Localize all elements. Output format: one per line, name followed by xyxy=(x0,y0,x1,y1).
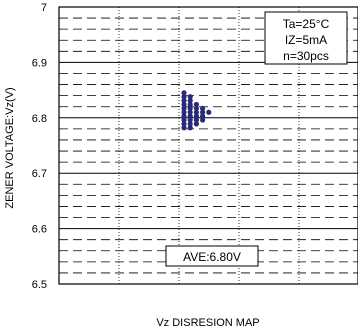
data-point xyxy=(187,113,193,119)
data-point xyxy=(181,125,187,131)
data-point xyxy=(181,121,187,127)
condition-current: IZ=5mA xyxy=(285,33,327,47)
data-point xyxy=(187,101,193,108)
average-box: AVE:6.80V xyxy=(165,245,259,267)
plot-frame xyxy=(58,6,358,285)
y-tick-label: 6.8 xyxy=(32,113,47,125)
data-point xyxy=(181,98,187,104)
data-point xyxy=(181,117,187,123)
data-point xyxy=(206,109,212,115)
average-box-frame xyxy=(165,245,259,267)
y-tick-label: 6.5 xyxy=(32,279,47,291)
data-point xyxy=(181,105,187,111)
average-label: AVE:6.80V xyxy=(183,250,241,264)
data-point xyxy=(193,109,199,115)
data-point xyxy=(187,98,193,104)
data-point xyxy=(181,90,187,96)
y-tick-label: 6.9 xyxy=(32,57,47,69)
data-point xyxy=(187,94,193,100)
x-axis-title: Vz DISRESION MAP xyxy=(156,317,259,329)
data-point xyxy=(181,113,187,119)
data-point xyxy=(200,117,206,123)
conditions-box-frame xyxy=(264,11,348,65)
data-point xyxy=(200,109,206,115)
data-point xyxy=(187,125,193,131)
plot-border xyxy=(58,6,358,285)
data-point xyxy=(181,101,187,108)
condition-sample-count: n=30pcs xyxy=(283,49,329,63)
data-point xyxy=(181,94,187,100)
data-point xyxy=(193,117,199,123)
y-axis-title: ZENER VOLTAGE:Vz(V) xyxy=(4,87,16,208)
grid-layer xyxy=(59,7,358,284)
data-point xyxy=(193,121,199,127)
data-point xyxy=(187,121,193,127)
conditions-box: Ta=25°C IZ=5mA n=30pcs xyxy=(264,11,348,65)
y-tick-label: 6.7 xyxy=(32,168,47,180)
y-tick-label: 6.6 xyxy=(32,224,47,236)
data-point xyxy=(181,109,187,115)
condition-temperature: Ta=25°C xyxy=(283,17,330,31)
data-point xyxy=(200,105,206,111)
data-point xyxy=(193,113,199,119)
y-tick-label: 7 xyxy=(41,2,47,14)
data-point xyxy=(193,105,199,111)
data-point xyxy=(187,105,193,111)
data-point xyxy=(193,101,199,108)
data-point xyxy=(200,113,206,119)
data-point xyxy=(187,117,193,123)
data-point xyxy=(187,109,193,115)
data-points xyxy=(181,90,212,131)
y-tick-labels: 6.5 6.6 6.7 6.8 6.9 7 xyxy=(32,2,47,291)
